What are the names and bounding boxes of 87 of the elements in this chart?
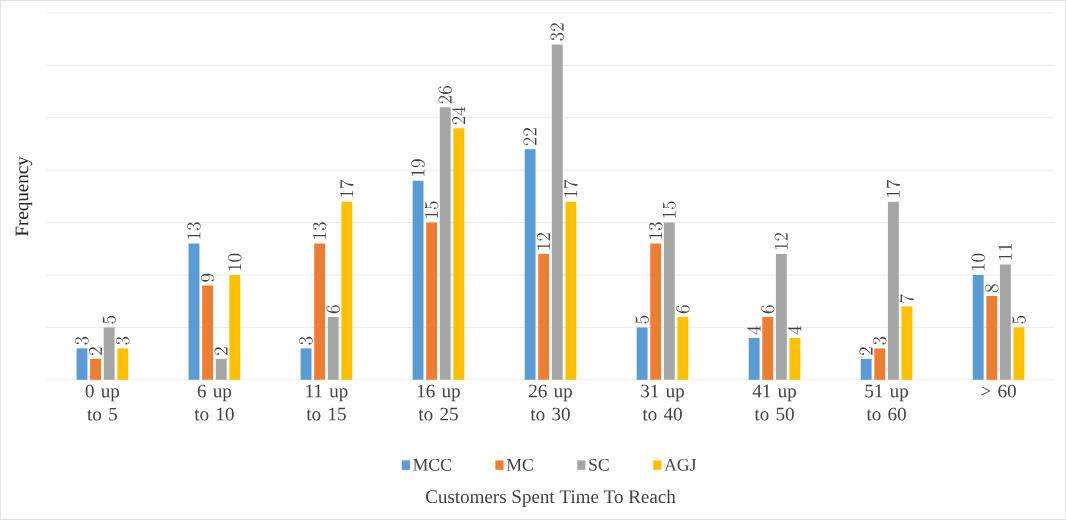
- bar: [972, 275, 984, 380]
- data-label: 15: [424, 201, 439, 218]
- bar: [341, 201, 353, 380]
- data-label: 2: [214, 347, 228, 355]
- bar: [453, 128, 465, 380]
- data-label: 6: [326, 305, 340, 314]
- bar: [327, 316, 339, 380]
- data-label: 4: [747, 325, 761, 335]
- bar: [999, 264, 1011, 380]
- data-label: 13: [312, 222, 327, 239]
- data-label: 3: [75, 336, 89, 345]
- x-tick-label: 11 up to 15: [306, 384, 348, 421]
- data-label: 19: [411, 159, 425, 176]
- data-label: 8: [985, 284, 999, 293]
- x-tick-label: 6 up to 10: [194, 384, 234, 421]
- data-label: 12: [536, 232, 550, 250]
- bar: [901, 306, 913, 380]
- bar: [887, 201, 899, 380]
- bar: [426, 222, 438, 380]
- bar: [117, 348, 129, 380]
- data-label: 5: [102, 315, 116, 324]
- bar: [412, 180, 424, 380]
- legend-label: MC: [506, 458, 533, 471]
- data-label: 17: [886, 179, 901, 197]
- legend-label: AGJ: [664, 458, 697, 471]
- data-label: 6: [676, 305, 690, 314]
- bar: [860, 358, 872, 380]
- data-label: 12: [774, 232, 788, 250]
- bar: [103, 327, 115, 380]
- data-label: 7: [900, 294, 914, 303]
- data-label: 32: [550, 23, 564, 41]
- data-label: 5: [635, 315, 649, 324]
- bar: [215, 358, 227, 380]
- data-label: 15: [662, 201, 677, 218]
- x-tick-label: 51 up to 60: [865, 384, 909, 421]
- bar: [76, 348, 88, 380]
- bar: [775, 254, 787, 380]
- data-label: 5: [1012, 315, 1026, 324]
- x-tick-label: > 60: [981, 384, 1016, 398]
- x-tick-label: 26 up to 30: [529, 384, 572, 421]
- bar: [202, 285, 214, 380]
- data-label: 6: [761, 305, 775, 314]
- bar: [748, 337, 760, 380]
- bar: [650, 243, 662, 380]
- bar: [762, 316, 774, 380]
- data-label: 13: [649, 222, 663, 239]
- data-label: 11: [998, 244, 1012, 260]
- bar: [565, 201, 577, 380]
- data-label: 9: [200, 273, 215, 282]
- data-label: 22: [523, 128, 537, 146]
- bar: [188, 243, 200, 380]
- x-tick-label: 41 up to 50: [752, 384, 796, 421]
- x-tick-label: 0 up to 5: [85, 384, 120, 421]
- data-label: 10: [971, 253, 985, 271]
- bar: [986, 296, 998, 380]
- bar: [551, 44, 563, 380]
- data-label: 2: [88, 347, 102, 355]
- data-label: 3: [873, 336, 887, 345]
- bar: [90, 358, 102, 380]
- x-tick-label: 16 up to 25: [417, 384, 460, 421]
- data-label: 17: [339, 179, 354, 197]
- data-label: 10: [228, 253, 242, 271]
- bar: [1013, 327, 1025, 380]
- bar: [538, 254, 550, 380]
- data-label: 3: [299, 336, 313, 345]
- bar: [636, 327, 648, 380]
- data-label: 3: [116, 336, 130, 345]
- bar: [874, 348, 886, 380]
- bar: [300, 348, 312, 380]
- x-axis-title: Customers Spent Time To Reach: [425, 489, 676, 507]
- data-label: 13: [187, 222, 201, 239]
- bar: [524, 149, 536, 380]
- x-tick-label: 31 up to 40: [641, 384, 684, 421]
- bar: [229, 275, 241, 380]
- bar: [677, 316, 689, 380]
- legend-label: MCC: [413, 458, 451, 471]
- data-label: 2: [859, 347, 873, 355]
- data-label: 17: [563, 179, 578, 197]
- y-axis-title: Frequency: [15, 156, 33, 237]
- bar: [314, 243, 326, 380]
- bar: [789, 337, 801, 380]
- data-label: 26: [438, 86, 452, 104]
- bar: [663, 222, 675, 380]
- data-label: 4: [788, 325, 802, 335]
- bar: [439, 107, 451, 380]
- legend-label: SC: [589, 458, 609, 471]
- data-label: 24: [451, 106, 466, 125]
